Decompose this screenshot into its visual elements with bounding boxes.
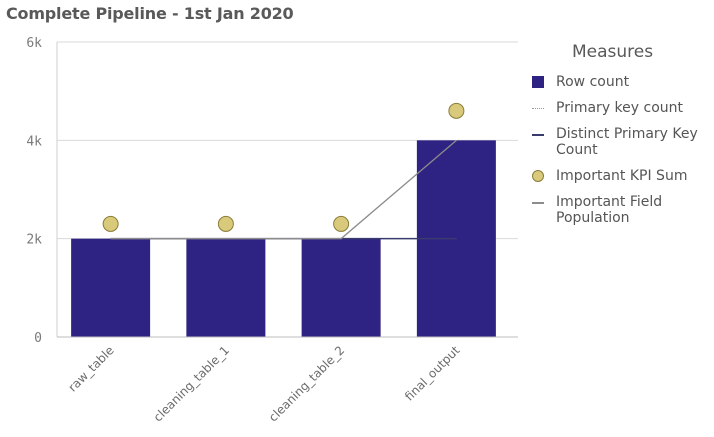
legend-swatch-line <box>532 126 544 136</box>
legend-swatch-bar <box>532 74 544 88</box>
legend[interactable]: Measures Row count Primary key count Dis… <box>532 42 714 236</box>
legend-item-important-kpi-sum[interactable]: Important KPI Sum <box>532 168 714 184</box>
legend-swatch-line <box>532 194 544 204</box>
legend-item-important-field-population[interactable]: Important Field Population <box>532 194 714 226</box>
y-tick-label: 2k <box>26 233 42 248</box>
legend-item-distinct-primary-key-count[interactable]: Distinct Primary Key Count <box>532 126 714 158</box>
legend-item-row-count[interactable]: Row count <box>532 74 714 90</box>
chart-title: Complete Pipeline - 1st Jan 2020 <box>6 4 294 23</box>
bar-row-count <box>186 238 266 337</box>
legend-item-primary-key-count[interactable]: Primary key count <box>532 100 714 116</box>
y-tick-label: 6k <box>26 36 42 51</box>
dot-important-kpi-sum <box>217 215 234 232</box>
x-tick-label: raw_table <box>65 343 116 394</box>
x-tick-label: final_output <box>402 343 463 404</box>
bar-row-count <box>301 238 381 337</box>
legend-title: Measures <box>572 42 654 62</box>
y-tick-label: 4k <box>26 134 42 149</box>
dot-important-kpi-sum <box>102 215 119 232</box>
legend-label: Important KPI Sum <box>556 168 688 184</box>
legend-label: Distinct Primary Key Count <box>556 126 698 158</box>
legend-swatch-dotted-line <box>532 100 544 109</box>
x-tick-label: cleaning_table_1 <box>151 343 232 424</box>
dot-important-kpi-sum <box>448 102 465 119</box>
legend-swatch-dot <box>532 168 544 182</box>
line-important-field-population <box>110 139 457 240</box>
y-tick-label: 0 <box>34 331 42 346</box>
legend-label: Primary key count <box>556 100 684 116</box>
legend-label: Important Field Population <box>556 194 663 226</box>
bar-row-count <box>71 238 151 337</box>
legend-label: Row count <box>556 74 630 90</box>
x-tick-label: cleaning_table_2 <box>266 343 347 424</box>
dot-important-kpi-sum <box>333 215 350 232</box>
